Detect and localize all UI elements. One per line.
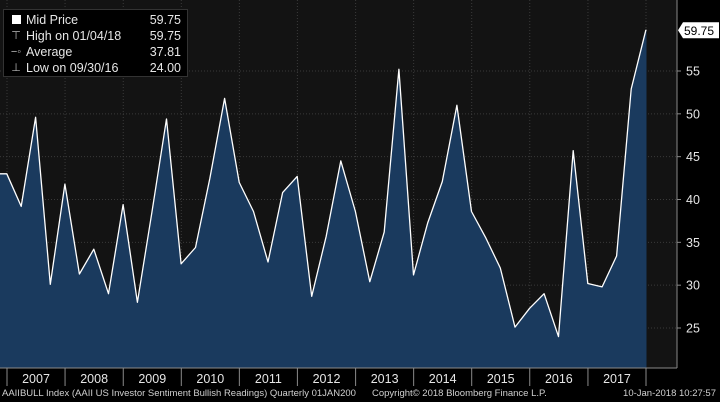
series-point-2014-12-31 [470,210,472,212]
x-tick-label-2011: 2011 [255,372,282,386]
x-tick-label-2014: 2014 [429,372,457,386]
legend-row-average: −◦ Average 37.81 [8,44,187,60]
series-point-2008-03-31 [78,273,80,275]
legend-row-low: ⊥ Low on 09/30/16 24.00 [8,60,187,76]
series-point-2017-06-30 [615,255,617,257]
footer-bar: AAIIBULL Index (AAII US Investor Sentime… [0,386,720,402]
legend-box: Mid Price 59.75 ⊤ High on 01/04/18 59.75… [3,9,188,77]
y-tick-label-30: 30 [686,279,700,293]
series-point-2009-09-30 [165,118,167,120]
legend-low-label: Low on 09/30/16 [26,61,119,75]
legend-low-value: 24.00 [149,61,181,75]
legend-row-high: ⊤ High on 01/04/18 59.75 [8,28,187,44]
series-point-2016-12-31 [587,282,589,284]
x-tick-label-2009: 2009 [138,372,166,386]
y-tick-label-40: 40 [686,193,700,207]
series-point-2008-06-30 [93,248,95,250]
x-tick-label-2017: 2017 [603,372,631,386]
series-point-2017-03-31 [601,286,603,288]
series-point-2009-12-31 [180,263,182,265]
y-tick-label-55: 55 [686,65,700,79]
last-price-tag-shape [678,22,719,39]
series-point-2006-12-31 [6,173,8,175]
footer-copyright: Copyright© 2018 Bloomberg Finance L.P. [372,388,547,399]
series-point-2015-12-31 [528,307,530,309]
x-tick-label-2013: 2013 [371,372,399,386]
footer-timestamp: 10-Jan-2018 10:27:57 [623,388,716,399]
series-point-2013-12-31 [412,274,414,276]
y-tick-label-25: 25 [686,322,700,336]
legend-average-value: 37.81 [149,45,181,59]
series-point-2012-06-30 [325,235,327,237]
series-point-2010-06-30 [209,177,211,179]
series-point-2013-03-31 [369,281,371,283]
series-point-2010-12-31 [238,181,240,183]
series-area-fill [0,30,647,369]
x-tick-label-2012: 2012 [313,372,341,386]
series-point-2015-03-31 [485,237,487,239]
low-marker-icon: ⊥ [11,62,21,74]
legend-mid-label: Mid Price [26,13,79,27]
series-point-2007-06-30 [34,116,36,118]
average-line-icon: −◦ [10,46,22,58]
mid-price-swatch-icon [12,15,21,24]
series-point-2008-12-31 [122,203,124,205]
series-point-2014-03-31 [427,221,429,223]
legend-high-value: 59.75 [149,29,181,43]
series-point-2009-06-30 [151,211,153,213]
series-point-2013-06-30 [383,231,385,233]
series-point-2018-01-04 [645,29,647,31]
y-tick-label-45: 45 [686,150,700,164]
series-point-2011-03-31 [252,210,254,212]
footer-index-description: AAIIBULL Index (AAII US Investor Sentime… [2,388,356,399]
series-point-2016-06-30 [557,335,559,337]
high-marker-icon: ⊤ [11,30,21,42]
series-point-2011-12-31 [296,175,298,177]
series-point-2015-06-30 [499,267,501,269]
last-price-tag: 59.75 [678,22,719,39]
series-point-2007-12-31 [64,183,66,185]
last-price-tag-text: 59.75 [684,24,714,38]
x-axis-ticks: 2007 2008 2009 2010 2011 2012 2013 2014 2015 2016… [6,368,647,386]
series-line [0,29,647,338]
legend-high-label: High on 01/04/18 [26,29,122,43]
legend-average-label: Average [26,45,73,59]
x-tick-label-2016: 2016 [545,372,573,386]
x-tick-label-2010: 2010 [196,372,224,386]
series-point-2014-06-30 [441,180,443,182]
series-point-2012-09-30 [340,160,342,162]
series-point-2016-03-31 [543,293,545,295]
series-point-2011-06-30 [267,261,269,263]
series-point-2012-12-31 [354,210,356,212]
series-point-2017-09-30 [630,88,632,90]
series-point-2015-09-30 [514,326,516,328]
series-point-2012-03-31 [311,295,313,297]
y-tick-label-35: 35 [686,236,700,250]
series-point-2007-03-31 [20,205,22,207]
series-point-2011-09-30 [281,191,283,193]
legend-row-mid: Mid Price 59.75 [8,12,187,28]
legend-mid-value: 59.75 [149,13,181,27]
x-tick-label-2007: 2007 [22,372,50,386]
series-point-2007-09-30 [49,283,51,285]
series-point-2010-09-30 [223,97,225,99]
x-tick-label-2015: 2015 [487,372,515,386]
series-point-2008-09-30 [107,293,109,295]
x-tick-label-2008: 2008 [80,372,108,386]
series-point-2014-09-30 [456,104,458,106]
y-axis-ticks: 25 30 35 40 45 50 55 [677,65,700,336]
series-point-2013-09-30 [398,68,400,70]
series-point-2009-03-31 [136,301,138,303]
series-point-2010-03-31 [194,246,196,248]
series-point-2016-09-30 [572,150,574,152]
y-tick-label-50: 50 [686,107,700,121]
